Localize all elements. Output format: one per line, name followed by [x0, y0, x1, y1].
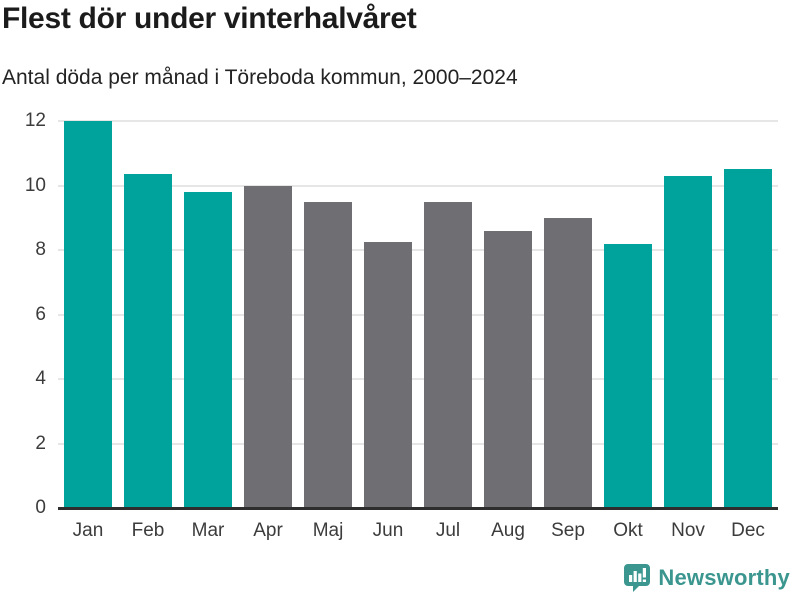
- y-axis-tick-label: 0: [35, 497, 46, 518]
- y-axis-tick-label: 6: [35, 303, 46, 325]
- y-axis-tick-label: 12: [24, 110, 46, 131]
- bar-jan: [64, 121, 112, 508]
- y-axis-tick-label: 2: [35, 432, 46, 454]
- brand-text: Newsworthy: [658, 565, 790, 590]
- x-axis-tick-label: Apr: [253, 520, 283, 541]
- gridline: [58, 184, 778, 187]
- gridline: [58, 378, 778, 380]
- brand-footer: Newsworthy: [623, 562, 790, 594]
- chart-title: Flest dör under vinterhalvåret: [2, 2, 417, 35]
- x-axis-tick-label: Dec: [731, 520, 765, 541]
- bar-mar: [184, 191, 232, 508]
- x-axis-tick-label: Jan: [72, 520, 104, 541]
- gridline: [58, 442, 778, 445]
- y-axis-tick-label: 10: [24, 174, 46, 196]
- gridline: [58, 120, 778, 122]
- bar-feb: [124, 174, 172, 508]
- bar-jul: [424, 201, 472, 508]
- x-axis-tick-label: Jul: [435, 520, 461, 541]
- bar-nov: [664, 175, 712, 508]
- bar-apr: [244, 185, 292, 508]
- bar-chart-speech-bubble-icon: [623, 563, 651, 593]
- x-axis-tick-label: Sep: [551, 520, 585, 541]
- y-axis-tick-label: 4: [35, 368, 46, 389]
- x-axis-tick-label: Jun: [372, 520, 404, 541]
- x-axis-tick-label: Maj: [312, 520, 344, 541]
- gridline: [58, 249, 778, 251]
- x-axis-tick-label: Okt: [613, 520, 643, 541]
- x-axis-tick-label: Mar: [191, 520, 225, 541]
- bar-aug: [484, 230, 532, 508]
- x-axis-line: [58, 507, 778, 510]
- bar-sep: [544, 217, 592, 508]
- bar-jun: [364, 241, 412, 508]
- x-axis-tick-label: Nov: [671, 520, 705, 541]
- bar-maj: [304, 201, 352, 508]
- chart-subtitle: Antal döda per månad i Töreboda kommun, …: [2, 66, 518, 89]
- bar-okt: [604, 243, 652, 508]
- gridline: [58, 313, 778, 316]
- x-axis-tick-label: Aug: [491, 520, 525, 541]
- bar-dec: [724, 169, 772, 508]
- y-axis-tick-label: 8: [35, 239, 46, 260]
- x-axis-tick-label: Feb: [131, 520, 165, 541]
